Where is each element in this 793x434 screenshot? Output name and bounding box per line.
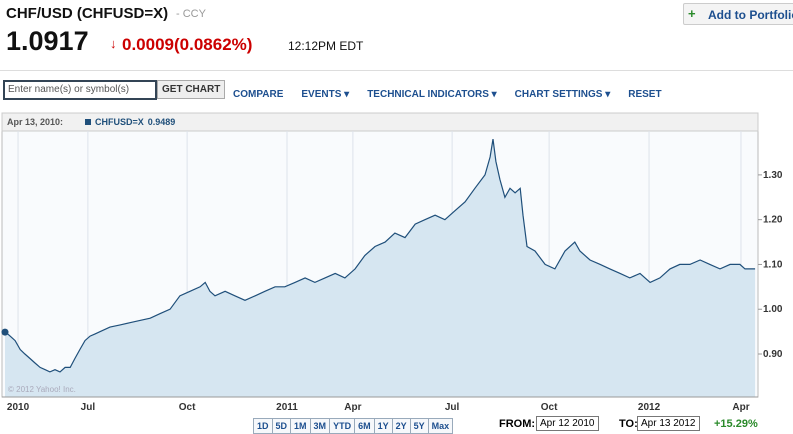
from-input[interactable]: Apr 12 2010 — [536, 416, 599, 431]
x-tick-label: Apr — [732, 402, 749, 413]
legend-entry: CHFUSD=X 0.9489 — [95, 117, 175, 127]
symbol: CHF/USD (CHFUSD=X) — [6, 5, 169, 22]
range-button[interactable]: 1Y — [373, 418, 393, 434]
down-arrow: ↓ — [110, 36, 117, 51]
to-input[interactable]: Apr 13 2012 — [637, 416, 700, 431]
hover-point — [1, 328, 9, 336]
price: 1.0917 — [6, 26, 89, 56]
exchange: - CCY — [176, 8, 206, 20]
y-tick-label: 1.30 — [763, 170, 783, 181]
y-tick-label: 0.90 — [763, 349, 783, 360]
range-button[interactable]: 1M — [290, 418, 311, 434]
area — [5, 139, 756, 397]
x-tick-label: Jul — [81, 402, 96, 413]
plus-icon: + — [688, 6, 696, 21]
separator — [0, 70, 793, 71]
legend-name: CHFUSD=X — [95, 117, 144, 127]
range-button[interactable]: 1D — [253, 418, 273, 434]
menu-item[interactable]: EVENTS ▾ — [301, 89, 350, 100]
get-chart-button[interactable]: GET CHART — [157, 80, 226, 99]
menu-item[interactable]: RESET — [628, 89, 662, 100]
change: 0.0009(0.0862%) — [122, 35, 253, 54]
menu-item[interactable]: TECHNICAL INDICATORS ▾ — [367, 89, 497, 100]
portfolio-label: Add to Portfolio — [708, 8, 793, 22]
range-button[interactable]: 6M — [354, 418, 375, 434]
range-button[interactable]: 2Y — [391, 418, 411, 434]
line — [4, 139, 756, 373]
copyright: © 2012 Yahoo! Inc. — [8, 385, 76, 394]
to-label: TO: — [619, 418, 638, 430]
range-buttons: 1D 5D 1M 3M YTD 6M 1Y 2Y 5Y Max — [253, 416, 454, 434]
x-tick-label: 2012 — [638, 402, 661, 413]
range-button[interactable]: 5D — [271, 418, 292, 434]
x-tick-label: 2010 — [7, 402, 30, 413]
x-tick-label: Jul — [445, 402, 460, 413]
range-button[interactable]: 5Y — [409, 418, 429, 434]
portfolio-button[interactable]: + Add to Portfolio — [683, 3, 793, 25]
period-change: +15.29% — [714, 418, 758, 430]
menu-item[interactable]: COMPARE — [233, 89, 284, 100]
search-input[interactable]: Enter name(s) or symbol(s) — [3, 80, 157, 100]
menu-bar: COMPARE EVENTS ▾ TECHNICAL INDICATORS ▾ CHA… — [233, 84, 680, 102]
x-tick-label: Oct — [179, 402, 196, 413]
range-button[interactable]: YTD — [329, 418, 356, 434]
range-button[interactable]: 3M — [309, 418, 331, 434]
y-tick-label: 1.20 — [763, 215, 783, 226]
range-button[interactable]: Max — [427, 418, 454, 434]
menu-item[interactable]: CHART SETTINGS ▾ — [514, 89, 611, 100]
y-tick-label: 1.00 — [763, 304, 783, 315]
legend-swatch — [85, 119, 91, 125]
y-tick-label: 1.10 — [763, 259, 783, 270]
x-tick-label: 2011 — [276, 402, 298, 413]
legend-bar — [1, 112, 759, 132]
from-label: FROM: — [499, 418, 536, 430]
x-tick-label: Oct — [541, 402, 558, 413]
hover-date: Apr 13, 2010: — [7, 117, 63, 127]
time: 12:12PM EDT — [288, 39, 364, 53]
x-tick-label: Apr — [344, 402, 361, 413]
hover-value: 0.9489 — [148, 117, 176, 127]
